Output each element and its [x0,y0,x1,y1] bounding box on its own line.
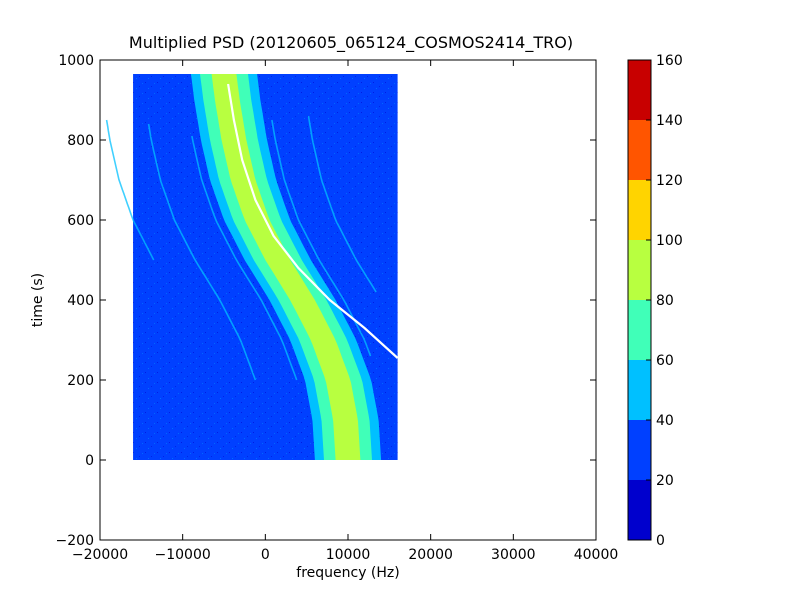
white-curve [227,83,399,359]
y-tick-label: −200 [56,533,94,549]
colorbar-tick-label: 20 [656,473,674,489]
colorbar-band [628,420,651,480]
colorbar-band [628,120,651,180]
x-tick-label: 10000 [326,547,371,563]
colorbar-tick-label: 120 [656,173,683,189]
main-trace-band-3 [211,74,361,460]
heatmap-plot [105,74,399,460]
y-tick-label: 600 [67,213,94,229]
y-axis: −200 0 200 400 600 800 1000 [56,53,596,549]
y-tick-label: 800 [67,133,94,149]
colorbar-tick-label: 60 [656,353,674,369]
y-tick-label: 1000 [58,53,94,69]
x-axis: −20000 −10000 0 10000 20000 30000 40000 [72,60,618,563]
x-tick-label: 0 [261,547,270,563]
x-axis-label: frequency (Hz) [296,565,399,581]
colorbar-tick-label: 0 [656,533,665,549]
y-tick-label: 200 [67,373,94,389]
colorbar-tick-label: 40 [656,413,674,429]
y-tick-label: 400 [67,293,94,309]
chart-title: Multiplied PSD (20120605_065124_COSMOS24… [129,33,573,53]
colorbar-band [628,300,651,360]
colorbar: 0 20 40 60 80 100 120 140 160 [627,53,683,549]
colorbar-tick-label: 160 [656,53,683,69]
colorbar-band [628,240,651,300]
faint-trace-2 [147,123,257,381]
colorbar-band [628,480,651,540]
colorbar-band [628,60,651,120]
faint-trace-1 [105,119,155,261]
colorbar-tick-label: 100 [656,233,683,249]
faint-trace-5 [307,115,377,293]
faint-trace-3 [191,135,298,381]
y-tick-label: 0 [85,453,94,469]
x-tick-label: −10000 [155,547,211,563]
colorbar-tick-label: 80 [656,293,674,309]
y-axis-label: time (s) [30,273,46,327]
x-tick-label: 30000 [491,547,536,563]
colorbar-tick-label: 140 [656,113,683,129]
x-tick-label: 40000 [574,547,619,563]
x-tick-label: 20000 [408,547,453,563]
colorbar-band [628,360,651,420]
x-tick-label: −20000 [72,547,128,563]
faint-trace-4 [271,119,372,357]
colorbar-band [628,180,651,240]
